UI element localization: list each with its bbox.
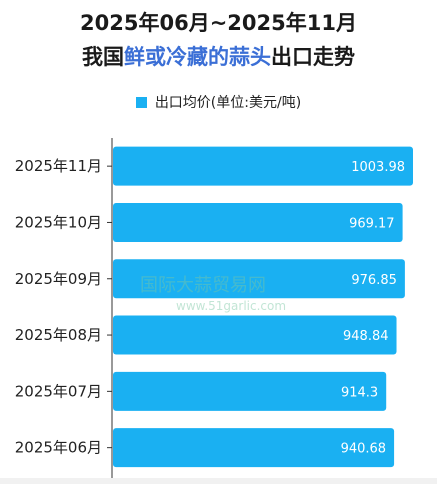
bottom-divider bbox=[0, 478, 437, 484]
bar bbox=[113, 315, 397, 355]
bar bbox=[113, 428, 395, 468]
chart-title-line2: 我国鲜或冷藏的蒜头出口走势 bbox=[0, 44, 437, 70]
value-label: 914.3 bbox=[341, 385, 378, 400]
category-label: 2025年08月 bbox=[15, 326, 102, 344]
bar bbox=[113, 259, 405, 299]
bar bbox=[113, 146, 413, 186]
category-label: 2025年10月 bbox=[15, 213, 102, 231]
value-label: 940.68 bbox=[341, 442, 387, 457]
title-suffix: 出口走势 bbox=[271, 45, 355, 69]
bar bbox=[113, 202, 403, 242]
category-label: 2025年11月 bbox=[15, 157, 102, 175]
value-label: 969.17 bbox=[349, 216, 395, 231]
title-highlight: 鲜或冷藏的蒜头 bbox=[124, 45, 271, 69]
category-label: 2025年07月 bbox=[15, 382, 102, 400]
value-label: 976.85 bbox=[351, 273, 397, 288]
legend-swatch bbox=[135, 96, 147, 108]
legend: 出口均价(单位:美元/吨) bbox=[0, 92, 437, 112]
chart-title-line1: 2025年06月~2025年11月 bbox=[80, 11, 357, 35]
category-label: 2025年09月 bbox=[15, 270, 102, 288]
value-label: 948.84 bbox=[343, 329, 389, 344]
category-label: 2025年06月 bbox=[15, 439, 102, 457]
legend-label: 出口均价(单位:美元/吨) bbox=[154, 95, 302, 111]
title-prefix: 我国 bbox=[82, 45, 124, 69]
value-label: 1003.98 bbox=[351, 160, 405, 175]
bar bbox=[113, 371, 387, 411]
